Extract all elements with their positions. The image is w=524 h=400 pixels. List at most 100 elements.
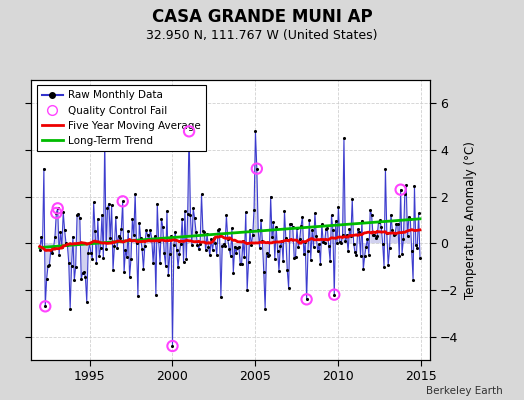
Point [301,239,310,245]
Point [90,199,98,206]
Point [254,227,263,233]
Point [344,248,352,254]
Point [73,212,81,218]
Point [107,202,116,208]
Point [178,216,187,222]
Point [52,210,61,216]
Point [146,227,155,233]
Point [152,292,160,298]
Point [348,196,356,202]
Point [214,227,222,234]
Point [142,227,150,234]
Point [380,263,388,270]
Point [255,245,264,252]
Point [242,209,250,215]
Point [367,212,376,218]
Point [44,262,52,269]
Point [80,269,88,275]
Point [99,255,107,262]
Point [225,246,233,252]
Point [106,235,114,242]
Point [103,205,112,212]
Point [41,303,49,310]
Point [398,251,406,257]
Point [68,263,76,269]
Point [392,221,401,227]
Point [286,221,294,228]
Point [355,228,363,235]
Point [164,272,172,278]
Point [157,216,166,222]
Point [83,298,91,305]
Point [264,253,272,260]
Point [218,242,226,249]
Point [120,269,128,275]
Point [253,166,261,172]
Point [293,224,301,231]
Point [203,231,211,238]
Point [86,250,95,256]
Point [112,214,120,220]
Point [41,303,49,310]
Point [95,253,103,259]
Point [63,242,72,248]
Point [337,239,345,246]
Point [168,343,177,349]
Point [118,198,127,204]
Point [359,266,367,272]
Point [182,255,191,262]
Point [233,245,242,252]
Point [385,245,394,251]
Point [324,243,333,249]
Point [179,259,188,265]
Point [207,236,215,242]
Point [48,250,57,256]
Point [243,287,252,293]
Point [55,252,63,258]
Point [205,252,214,258]
Point [416,255,424,261]
Point [153,200,161,207]
Point [395,252,403,259]
Point [291,254,300,260]
Point [311,210,319,216]
Point [237,260,246,267]
Point [334,204,343,210]
Point [161,262,170,269]
Point [42,276,51,282]
Point [94,216,102,222]
Point [309,244,318,250]
Point [313,248,322,254]
Point [307,256,315,263]
Point [335,238,344,245]
Point [52,210,61,216]
Point [131,191,139,197]
Point [159,224,167,230]
Point [329,226,337,233]
Point [397,186,405,193]
Point [361,252,369,259]
Point [397,186,405,193]
Point [401,191,409,197]
Point [232,250,241,256]
Point [282,235,290,242]
Point [246,227,254,233]
Point [350,240,358,247]
Point [366,207,375,213]
Point [258,237,267,244]
Point [315,241,323,248]
Point [85,240,94,246]
Point [190,215,199,222]
Point [269,219,278,226]
Point [116,235,124,241]
Point [354,226,362,232]
Point [267,194,275,200]
Point [121,247,129,253]
Point [259,268,268,275]
Point [257,216,265,223]
Point [36,247,44,254]
Point [66,306,74,312]
Point [79,270,87,276]
Point [202,247,210,254]
Point [47,247,55,253]
